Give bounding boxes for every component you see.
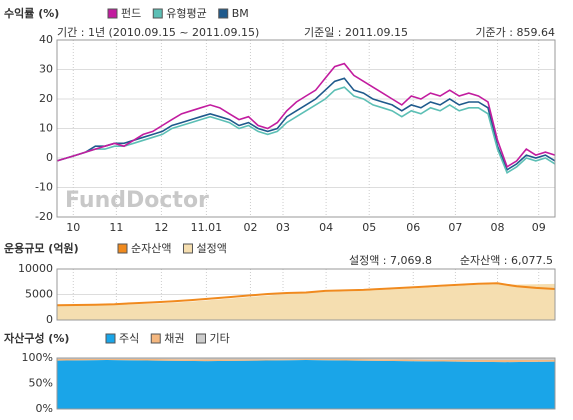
- y-tick-label: 50%: [29, 377, 53, 390]
- series-line: [56, 86, 556, 174]
- series-line: [56, 77, 556, 171]
- y-tick-label: 40: [39, 33, 53, 46]
- x-tick-label: 03: [276, 221, 290, 234]
- info-text: 기준가 : 859.64: [475, 26, 555, 39]
- x-tick-label: 06: [406, 221, 420, 234]
- x-tick-label: 07: [448, 221, 462, 234]
- stacked-area: [57, 360, 555, 409]
- y-tick-label: 0: [46, 151, 53, 164]
- x-tick-label: 02: [243, 221, 257, 234]
- y-tick-label: 5000: [25, 288, 53, 301]
- y-tick-label: -10: [35, 181, 53, 194]
- info-text: 순자산액 : 6,077.5: [460, 254, 553, 267]
- legend-label: 유형평균: [166, 7, 206, 20]
- stacked-area: [57, 359, 555, 363]
- x-tick-label: 04: [319, 221, 333, 234]
- legend-label: BM: [232, 7, 249, 20]
- legend-label: 기타: [210, 332, 230, 345]
- y-tick-label: 10: [39, 122, 53, 135]
- x-tick-label: 11: [109, 221, 123, 234]
- info-text: 기간 : 1년 (2010.09.15 ~ 2011.09.15): [57, 26, 259, 39]
- plot-frame: [56, 39, 556, 218]
- series-line: [56, 282, 556, 307]
- x-tick-label: 09: [532, 221, 546, 234]
- y-tick-label: -20: [35, 210, 53, 223]
- x-tick-label: 10: [66, 221, 80, 234]
- y-tick-label: 100%: [22, 351, 53, 364]
- x-tick-label: 12: [154, 221, 168, 234]
- legend-label: 설정액: [196, 242, 226, 255]
- x-tick-label: 11.01: [191, 221, 223, 234]
- legend-label: 주식: [119, 332, 139, 345]
- legend-label: 펀드: [121, 7, 141, 20]
- legend-swatch: [105, 333, 116, 344]
- plot-frame: [56, 268, 556, 321]
- legend-swatch: [218, 8, 229, 19]
- series-line: [56, 62, 556, 168]
- legend-swatch: [117, 243, 128, 254]
- legend-swatch: [182, 243, 193, 254]
- y-tick-label: 20: [39, 92, 53, 105]
- section-title: 수익률 (%): [4, 7, 59, 20]
- legend-swatch: [196, 333, 206, 344]
- legend-swatch: [107, 8, 118, 19]
- plot-frame: [56, 357, 556, 410]
- x-tick-label: 08: [491, 221, 505, 234]
- legend-swatch: [150, 333, 161, 344]
- info-text: 기준일 : 2011.09.15: [304, 25, 408, 39]
- x-tick-label: 05: [362, 221, 376, 234]
- legend-label: 채권: [164, 332, 184, 345]
- legend-label: 순자산액: [131, 242, 171, 255]
- y-tick-label: 0%: [36, 402, 53, 415]
- section-title: 자산구성 (%): [4, 331, 69, 345]
- y-tick-label: 30: [39, 63, 53, 76]
- legend-swatch: [152, 8, 163, 19]
- series-area: [57, 283, 555, 320]
- watermark: FundDoctor: [65, 188, 209, 213]
- section-title: 운용규모 (억원): [4, 241, 79, 255]
- y-tick-label: 10000: [18, 262, 53, 275]
- info-text: 설정액 : 7,069.8: [349, 254, 432, 267]
- y-tick-label: 0: [46, 313, 53, 326]
